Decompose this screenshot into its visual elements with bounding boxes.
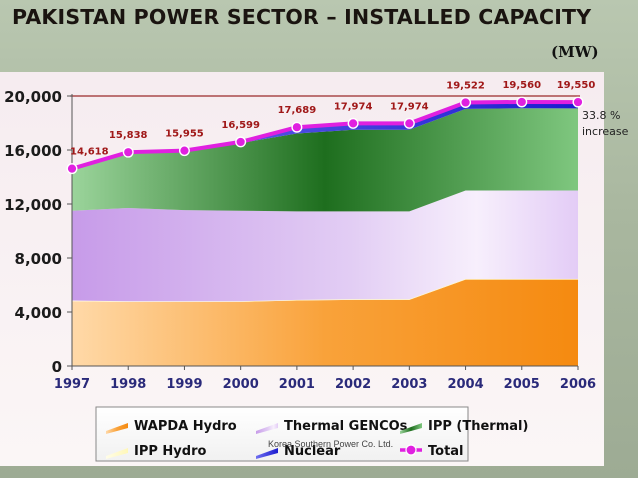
unit-label: (MW) [551, 43, 599, 61]
legend-swatch-wapda-hydro [106, 423, 128, 434]
legend-label-ipp-thermal: IPP (Thermal) [428, 419, 528, 434]
axes: 0 4,000 8,000 12,000 16,000 20,000 1997 1998 199… [4, 88, 596, 392]
legend-swatch-nuclear [256, 448, 278, 459]
slide-title: PAKISTAN POWER SECTOR – INSTALLED CAPACI… [12, 5, 592, 29]
x-tick-label: 2000 [223, 377, 259, 392]
total-point [516, 96, 528, 108]
area-thermal-gencos [72, 190, 578, 302]
x-tick-label: 2002 [335, 377, 371, 392]
legend-swatch-thermal-gencos [256, 423, 278, 434]
x-tick-label: 2003 [391, 377, 427, 392]
legend-label-ipp-hydro: IPP Hydro [134, 444, 206, 459]
total-value-label: 16,599 [221, 120, 260, 131]
total-value-label: 19,550 [557, 80, 596, 91]
total-value-label: 14,618 [70, 147, 109, 158]
total-value-label: 15,955 [165, 129, 204, 140]
area-wapda-hydro [72, 279, 578, 366]
legend-label-wapda-hydro: WAPDA Hydro [134, 419, 237, 434]
x-tick-label: 1999 [166, 377, 202, 392]
total-value-label: 15,838 [109, 130, 148, 141]
legend: WAPDA Hydro Thermal GENCOs IPP (Thermal) IP… [95, 406, 528, 462]
stacked-areas [72, 101, 578, 366]
x-tick-label: 1997 [54, 377, 90, 392]
area-ipp-thermal [72, 108, 578, 212]
y-tick-label: 0 [52, 358, 62, 376]
x-tick-label: 2006 [560, 377, 596, 392]
total-point [572, 96, 584, 108]
total-point [460, 96, 472, 108]
increase-annotation-line2: increase [582, 125, 629, 138]
legend-label-nuclear: Nuclear [284, 444, 341, 459]
legend-label-thermal-gencos: Thermal GENCOs [284, 419, 408, 434]
footer-note: Korea Southern Power Co. Ltd. [268, 439, 394, 449]
x-tick-label: 1998 [110, 377, 146, 392]
y-tick-label: 12,000 [4, 196, 62, 214]
total-point [66, 163, 78, 175]
total-point [403, 117, 415, 129]
y-tick-label: 20,000 [4, 88, 62, 106]
total-value-label: 17,974 [390, 101, 429, 112]
total-point [178, 145, 190, 157]
total-value-label: 17,689 [278, 105, 317, 116]
total-value-label: 19,522 [446, 80, 485, 91]
y-tick-label: 8,000 [15, 250, 62, 268]
total-value-label: 19,560 [502, 80, 541, 91]
total-point [122, 146, 134, 158]
legend-label-total: Total [428, 444, 464, 459]
area-ipp-hydro [72, 278, 578, 302]
y-tick-label: 4,000 [15, 304, 62, 322]
x-tick-label: 2001 [279, 377, 315, 392]
total-line [71, 99, 579, 171]
y-tick-label: 16,000 [4, 142, 62, 160]
legend-swatch-ipp-hydro [106, 448, 128, 459]
total-point [347, 117, 359, 129]
legend-swatch-ipp-thermal [400, 423, 422, 434]
increase-annotation-line1: 33.8 % [582, 109, 620, 122]
total-series [66, 96, 584, 175]
total-point [235, 136, 247, 148]
x-tick-label: 2005 [504, 377, 540, 392]
total-point [291, 121, 303, 133]
legend-marker-total [405, 444, 417, 456]
x-tick-label: 2004 [447, 377, 483, 392]
total-value-label: 17,974 [334, 101, 373, 112]
